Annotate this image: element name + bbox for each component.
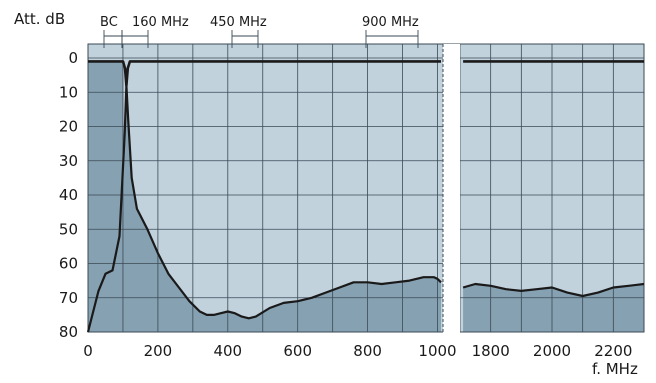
y-tick-label: 70 bbox=[59, 289, 78, 307]
x-tick-label: 400 bbox=[213, 342, 242, 360]
y-axis-label: Att. dB bbox=[14, 10, 65, 28]
y-tick-label: 80 bbox=[59, 323, 78, 341]
x-tick-label: 1800 bbox=[472, 342, 510, 360]
y-tick-label: 10 bbox=[59, 83, 78, 101]
attenuation-area-right bbox=[463, 284, 644, 332]
x-axis-label: f. MHz bbox=[592, 360, 638, 378]
x-tick-label: 2200 bbox=[594, 342, 632, 360]
x-tick-label: 1000 bbox=[418, 342, 456, 360]
y-tick-label: 0 bbox=[68, 49, 78, 67]
band-label: 450 MHz bbox=[210, 15, 267, 30]
y-tick-label: 40 bbox=[59, 186, 78, 204]
bc-band-shade bbox=[88, 61, 123, 333]
y-tick-label: 20 bbox=[59, 118, 78, 136]
series-1-line bbox=[88, 60, 441, 87]
band-label: 160 MHz bbox=[132, 15, 189, 30]
x-tick-label: 2000 bbox=[533, 342, 571, 360]
x-tick-label: 600 bbox=[283, 342, 312, 360]
band-label: BC bbox=[100, 15, 118, 30]
y-tick-label: 60 bbox=[59, 255, 78, 273]
series-0-line bbox=[86, 84, 442, 333]
series-0-line bbox=[462, 282, 645, 298]
x-tick-label: 800 bbox=[353, 342, 382, 360]
x-tick-label: 200 bbox=[144, 342, 173, 360]
y-tick-label: 50 bbox=[59, 220, 78, 238]
y-tick-label: 30 bbox=[59, 152, 78, 170]
band-label: 900 MHz bbox=[362, 15, 419, 30]
axis-break bbox=[443, 44, 460, 338]
x-tick-label: 0 bbox=[83, 342, 93, 360]
